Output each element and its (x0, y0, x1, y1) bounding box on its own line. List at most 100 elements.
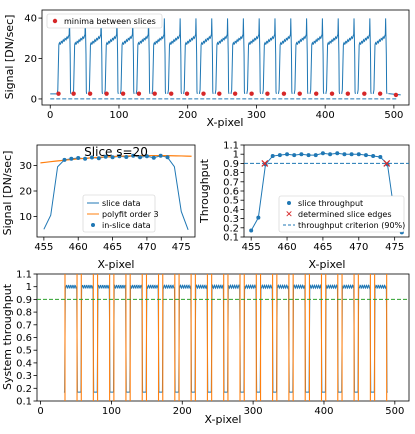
panel-4-xtick-label: 500 (385, 406, 404, 417)
panel-4-xtick-label: 100 (102, 406, 121, 417)
minima-point (120, 91, 126, 96)
throughput-point (328, 152, 333, 157)
signal-slice-line (56, 18, 72, 94)
minima-point (393, 92, 399, 98)
minima-point (136, 91, 142, 96)
panel-1-frame (41, 9, 410, 106)
panel-3-ytick-label: 1 (233, 150, 239, 161)
panel-2-ytick-label: 10 (19, 212, 32, 223)
minima-point (56, 91, 61, 96)
in-slice-point (117, 154, 122, 159)
minima-point (281, 91, 287, 96)
throughput-point (313, 153, 318, 158)
panel-4-ytick-label: 0.9 (16, 295, 32, 306)
panel-4-ytick-label: 0.6 (16, 333, 32, 344)
minima-point (232, 91, 238, 96)
panel-3-xtick-label: 460 (277, 242, 296, 253)
signal-slice-line (151, 18, 167, 94)
throughput-point (277, 153, 282, 158)
panel-3-ytick-label: 0.3 (223, 214, 239, 225)
signal-slice-line (183, 18, 198, 94)
panel-2-xtick-label: 465 (103, 242, 122, 253)
in-slice-point (96, 156, 101, 161)
slice-edge-marker (383, 159, 391, 167)
panel-3-ytick-label: 0.2 (223, 223, 239, 234)
throughput-line (250, 152, 403, 233)
panel-4-xtick-label: 400 (314, 406, 333, 417)
throughput-point (256, 215, 261, 220)
panel-4-ylabel: System throughput (1, 283, 14, 390)
panel-4-ytick-label: 1.1 (16, 270, 32, 281)
panel-1-xlabel: X-pixel (207, 116, 244, 129)
panel-4: 0 100 200 300 400 500 0.1 0.2 0.3 0.40.5 0.6 0.70.8… (1, 270, 410, 426)
panel-1-ytick-label: 40 (24, 14, 37, 25)
throughput-point (342, 152, 347, 157)
throughput-point (320, 151, 325, 156)
panel-1-xtick-label: 0 (47, 110, 53, 121)
panel-2-legend: slice data polyfit order 3 in-slice data (82, 194, 159, 233)
minima-point (184, 91, 190, 96)
panel-4-ytick-label: 0.8 (16, 308, 32, 319)
signal-slice-line (104, 18, 119, 94)
panel-1-ytick-label: 20 (24, 54, 37, 65)
legend-label-criterion: throughput criterion (90%) (298, 221, 405, 230)
panel-4-xlabel: X-pixel (205, 413, 242, 426)
panel-3-ytick-label: 0.7 (223, 177, 239, 188)
signal-slice-line (198, 18, 214, 94)
panel-4-ytick-label: 0.2 (16, 384, 32, 395)
throughput-point (363, 153, 368, 158)
signal-slice-line (309, 18, 325, 94)
legend-box (46, 13, 163, 29)
slice-edge-marker (261, 159, 269, 167)
panel-4-ytick-label: 0.7 (16, 320, 32, 331)
in-slice-point (69, 156, 74, 161)
panel-2-xtick-label: 475 (172, 242, 191, 253)
minima-point (345, 91, 351, 96)
throughput-point (249, 228, 254, 233)
panel-4-ytick-label: 1 (26, 282, 32, 293)
legend-label-edges: determined slice edges (298, 210, 391, 219)
signal-slice-line (356, 18, 372, 94)
panel-2-xtick-label: 455 (34, 242, 53, 253)
legend-marker-edges: ✕ (285, 210, 293, 220)
minima-point (362, 91, 367, 96)
in-slice-point (131, 153, 136, 158)
legend-label-throughput: slice throughput (298, 199, 363, 208)
minima-point (377, 91, 383, 96)
minima-point (71, 91, 76, 96)
panel-3-xtick-label: 455 (242, 242, 261, 253)
panel-4-xtick-label: 0 (37, 406, 43, 417)
minima-point (265, 91, 270, 96)
signal-slice-line (230, 18, 246, 94)
panel-2-ytick-label: 30 (19, 161, 32, 172)
in-slice-point (89, 155, 94, 160)
panel-2-xtick-label: 460 (69, 242, 88, 253)
panel-3-xtick-label: 475 (385, 242, 404, 253)
panel-3-ytick-label: 0.8 (223, 168, 239, 179)
signal-slice-line (246, 18, 262, 94)
minima-point (201, 91, 206, 96)
panel-3-ytick-label: 0.6 (223, 187, 239, 198)
signal-slice-line (88, 18, 103, 94)
panel-1-xtick-label: 400 (316, 110, 335, 121)
panel-3-xtick-label: 465 (313, 242, 332, 253)
throughput-point (292, 153, 297, 158)
legend-label-minima: minima between slices (64, 17, 156, 26)
signal-slice-line (293, 18, 309, 94)
throughput-point (270, 154, 275, 159)
in-slice-point (62, 157, 67, 162)
panel-1-xtick-label: 300 (247, 110, 266, 121)
panel-4-ytick-label: 0.1 (16, 397, 32, 408)
throughput-point (306, 153, 311, 158)
system-throughput-line (63, 283, 388, 393)
minima-point (217, 91, 222, 96)
minima-point (152, 91, 157, 96)
panel-1-xtick-label: 500 (384, 110, 403, 121)
signal-slice-line (262, 18, 277, 94)
panel-1-ylabel: Signal [DN/sec] (3, 15, 16, 100)
legend-marker-in-slice (91, 223, 95, 227)
panel-1: 0 100 200 300 400 500 0 20 40 minima between sli… (3, 9, 410, 129)
legend-box (278, 195, 405, 233)
in-slice-point (124, 155, 129, 160)
signal-slice-line (277, 18, 293, 94)
